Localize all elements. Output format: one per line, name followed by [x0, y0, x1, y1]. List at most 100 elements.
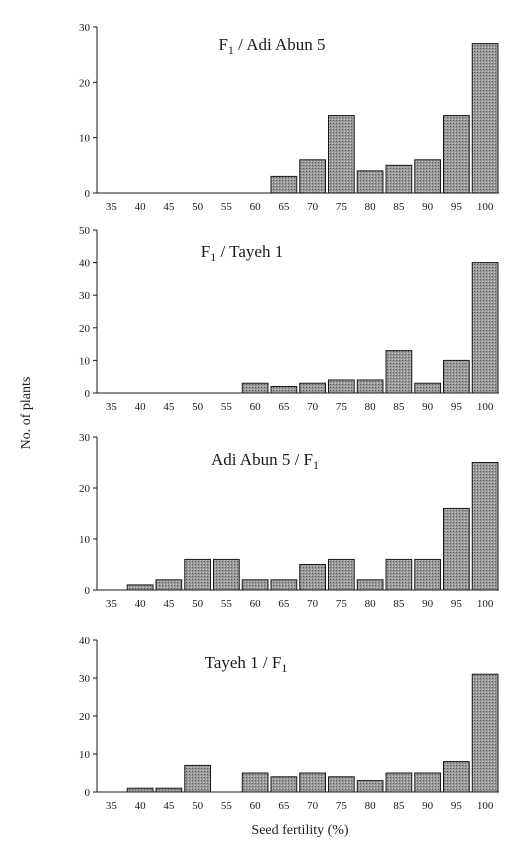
x-tick-label: 50 — [192, 201, 204, 213]
panel-title-main: F — [218, 35, 227, 54]
y-tick-label: 40 — [79, 635, 91, 647]
bar-65 — [270, 175, 298, 194]
bar-90 — [414, 382, 441, 394]
x-tick-label: 50 — [192, 401, 204, 413]
x-tick-label: 100 — [477, 401, 494, 413]
x-tick-label: 70 — [307, 401, 319, 413]
panel-title-rest: / Adi Abun 5 — [234, 35, 326, 54]
panel-title: Tayeh 1 / F1 — [205, 653, 288, 675]
x-tick-label: 80 — [365, 800, 377, 812]
x-tick-label: 85 — [393, 401, 405, 413]
x-tick-label: 100 — [477, 800, 494, 812]
bar-90 — [414, 558, 441, 591]
panel-title-rest: / Tayeh 1 — [216, 242, 283, 261]
x-tick-label: 80 — [365, 598, 377, 610]
y-tick-label: 50 — [79, 225, 91, 237]
bar-50 — [184, 764, 211, 793]
x-tick-label: 50 — [192, 598, 204, 610]
panel-title-main: F — [201, 242, 210, 261]
panel-title-subscript: 1 — [281, 661, 287, 675]
x-tick-label: 40 — [135, 598, 147, 610]
x-tick-label: 90 — [422, 598, 434, 610]
x-tick-label: 40 — [135, 401, 147, 413]
x-tick-label: 60 — [250, 401, 262, 413]
x-tick-label: 100 — [477, 201, 494, 213]
y-tick-label: 10 — [79, 355, 91, 367]
y-tick-label: 40 — [79, 258, 91, 270]
y-tick-label: 10 — [79, 133, 91, 145]
bar-95 — [443, 761, 470, 793]
y-axis-label: No. of plants — [19, 377, 34, 450]
panel-title: F1 / Tayeh 1 — [201, 242, 283, 264]
x-tick-label: 75 — [336, 800, 348, 812]
x-tick-label: 35 — [106, 201, 118, 213]
x-tick-label: 100 — [477, 598, 494, 610]
x-tick-label: 95 — [451, 800, 463, 812]
x-tick-label: 85 — [393, 800, 405, 812]
bar-75 — [328, 379, 355, 394]
y-tick-label: 20 — [79, 711, 91, 723]
x-tick-label: 95 — [451, 201, 463, 213]
panel-title-subscript: 1 — [228, 43, 234, 57]
bar-70 — [299, 382, 326, 394]
y-tick-label: 30 — [79, 673, 91, 685]
panel-title: F1 / Adi Abun 5 — [218, 35, 325, 57]
x-tick-label: 90 — [422, 401, 434, 413]
x-tick-label: 40 — [135, 800, 147, 812]
x-tick-label: 90 — [422, 201, 434, 213]
bar-80 — [356, 579, 384, 591]
x-tick-label: 55 — [221, 401, 233, 413]
x-tick-label: 55 — [221, 598, 233, 610]
panel-title: Adi Abun 5 / F1 — [211, 450, 319, 472]
y-tick-label: 30 — [79, 22, 91, 34]
x-axis-label: Seed fertility (%) — [251, 823, 349, 838]
bar-95 — [443, 359, 470, 394]
x-tick-label: 75 — [336, 598, 348, 610]
bar-100 — [471, 462, 499, 591]
x-tick-label: 65 — [278, 598, 290, 610]
y-tick-label: 10 — [79, 534, 91, 546]
x-tick-label: 80 — [365, 201, 377, 213]
bar-60 — [241, 579, 269, 591]
x-tick-label: 35 — [106, 800, 118, 812]
bar-70 — [299, 159, 326, 194]
x-tick-label: 95 — [451, 401, 463, 413]
bar-70 — [299, 564, 326, 591]
x-tick-label: 90 — [422, 800, 434, 812]
bar-85 — [385, 164, 413, 194]
bar-65 — [270, 776, 298, 793]
y-tick-label: 20 — [79, 77, 91, 89]
bar-95 — [443, 507, 470, 591]
x-tick-label: 45 — [163, 598, 175, 610]
bar-90 — [414, 159, 441, 194]
bar-50 — [184, 558, 211, 591]
bar-40 — [126, 787, 154, 793]
bar-75 — [328, 558, 355, 591]
bar-75 — [328, 115, 355, 194]
bar-95 — [443, 115, 470, 194]
bar-80 — [356, 379, 384, 394]
bar-85 — [385, 350, 413, 394]
panel-title-subscript: 1 — [313, 458, 319, 472]
bar-60 — [241, 772, 269, 793]
x-tick-label: 45 — [163, 201, 175, 213]
x-tick-label: 70 — [307, 800, 319, 812]
x-tick-label: 85 — [393, 598, 405, 610]
y-tick-label: 30 — [79, 290, 91, 302]
x-tick-label: 55 — [221, 201, 233, 213]
x-tick-label: 55 — [221, 800, 233, 812]
y-tick-label: 0 — [85, 388, 91, 400]
panel-1: F1 / Adi Abun 5 0 10 20 30 35 40 45 50 55 60 65 70 75… — [79, 22, 499, 213]
x-tick-label: 65 — [278, 800, 290, 812]
x-tick-label: 65 — [278, 201, 290, 213]
x-tick-label: 70 — [307, 598, 319, 610]
y-tick-label: 30 — [79, 432, 91, 444]
x-tick-label: 80 — [365, 401, 377, 413]
bar-65 — [270, 579, 298, 591]
bar-80 — [356, 780, 384, 793]
x-tick-label: 75 — [336, 201, 348, 213]
